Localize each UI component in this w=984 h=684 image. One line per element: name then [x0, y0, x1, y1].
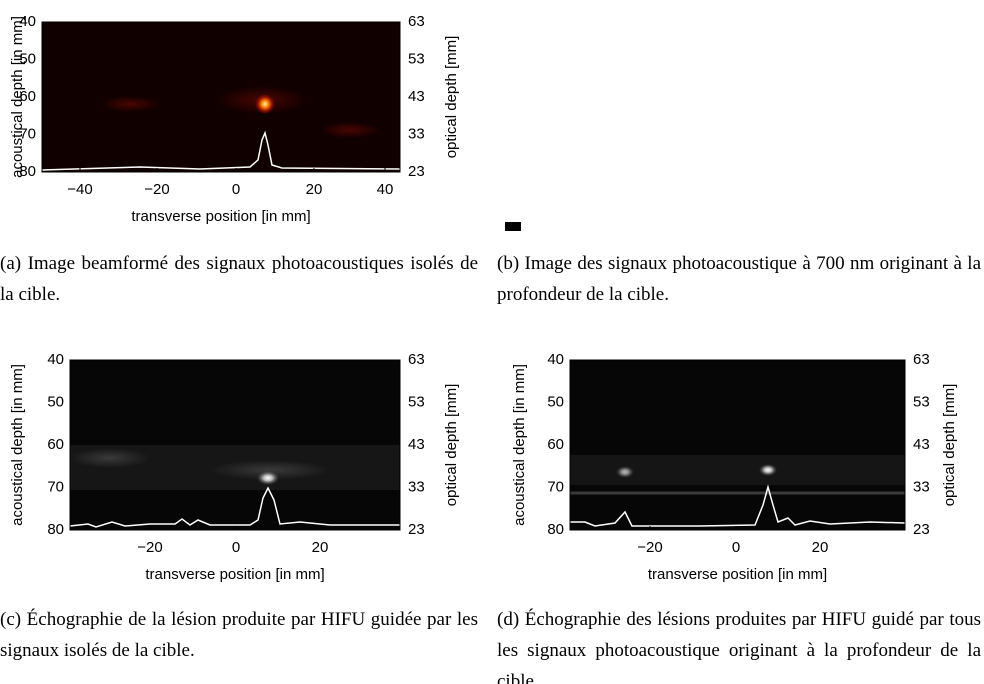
profile-c: [69, 486, 400, 528]
y-tick-label: 70: [547, 478, 564, 495]
image-a: [320, 122, 380, 138]
y-tick-label: 50: [47, 393, 64, 410]
y-tick-label: 50: [547, 393, 564, 410]
y2-tick-label: 63: [408, 13, 425, 30]
image-d: [616, 466, 634, 478]
y2-axis-label: optical depth [mm]: [443, 36, 460, 159]
y-tick-label: 60: [19, 88, 36, 105]
y-tick-label: 80: [19, 163, 36, 180]
y2-axis-label: optical depth [mm]: [443, 384, 460, 507]
y-tick-label: 40: [47, 351, 64, 368]
caption: (d) Échographie des lésions produites pa…: [497, 609, 981, 684]
image-a: [255, 94, 275, 114]
y2-tick-label: 23: [408, 163, 425, 180]
y-axis-label: acoustical depth [in mm]: [9, 16, 26, 178]
x-tick-label: 0: [732, 539, 740, 556]
x-tick-label: −20: [137, 539, 162, 556]
y2-tick-label: 43: [913, 436, 930, 453]
y-axis-label: acoustical depth [in mm]: [511, 364, 528, 526]
y2-tick-label: 53: [408, 393, 425, 410]
x-axis-label: transverse position [in mm]: [145, 566, 324, 583]
plot-frame: [69, 359, 401, 531]
y2-axis-label: optical depth [mm]: [941, 384, 958, 507]
y-tick-label: 40: [547, 351, 564, 368]
plot-frame: [569, 359, 906, 531]
x-tick-label: 0: [232, 181, 240, 198]
y-tick-label: 70: [47, 478, 64, 495]
y2-tick-label: 53: [913, 393, 930, 410]
y-tick-label: 50: [19, 50, 36, 67]
y-tick-label: 60: [547, 436, 564, 453]
y-tick-label: 80: [547, 521, 564, 538]
y-tick-label: 40: [19, 13, 36, 30]
x-tick-label: 40: [377, 181, 394, 198]
image-b: [505, 222, 521, 231]
y2-tick-label: 63: [913, 351, 930, 368]
y2-tick-label: 23: [913, 521, 930, 538]
y2-tick-label: 33: [408, 478, 425, 495]
image-d: [759, 464, 777, 476]
y2-tick-label: 33: [913, 478, 930, 495]
x-tick-label: −20: [637, 539, 662, 556]
y-tick-label: 80: [47, 521, 64, 538]
x-axis-label: transverse position [in mm]: [648, 566, 827, 583]
x-tick-label: −40: [67, 181, 92, 198]
profile-d: [570, 484, 906, 527]
x-tick-label: 20: [312, 539, 329, 556]
y2-tick-label: 33: [408, 125, 425, 142]
y2-tick-label: 53: [408, 50, 425, 67]
y-tick-label: 70: [19, 125, 36, 142]
y2-tick-label: 43: [408, 88, 425, 105]
x-tick-label: −20: [144, 181, 169, 198]
y-axis-label: acoustical depth [in mm]: [9, 364, 26, 526]
caption: (c) Échographie de la lésion produite pa…: [0, 609, 478, 661]
image-d: [570, 360, 905, 530]
image-c: [70, 448, 150, 468]
caption: (b) Image des signaux photoacoustique à …: [497, 253, 981, 305]
image-c: [210, 460, 330, 480]
x-tick-label: 0: [232, 539, 240, 556]
image-c: [257, 471, 279, 485]
plot-frame: [41, 21, 401, 173]
x-axis-label: transverse position [in mm]: [131, 208, 310, 225]
x-tick-label: 20: [812, 539, 829, 556]
y2-tick-label: 23: [408, 521, 425, 538]
image-a: [100, 96, 160, 112]
y2-tick-label: 43: [408, 436, 425, 453]
profile-a: [41, 130, 401, 171]
caption: (a) Image beamformé des signaux photoaco…: [0, 253, 478, 305]
y2-tick-label: 63: [408, 351, 425, 368]
x-tick-label: 20: [306, 181, 323, 198]
y-tick-label: 60: [47, 436, 64, 453]
